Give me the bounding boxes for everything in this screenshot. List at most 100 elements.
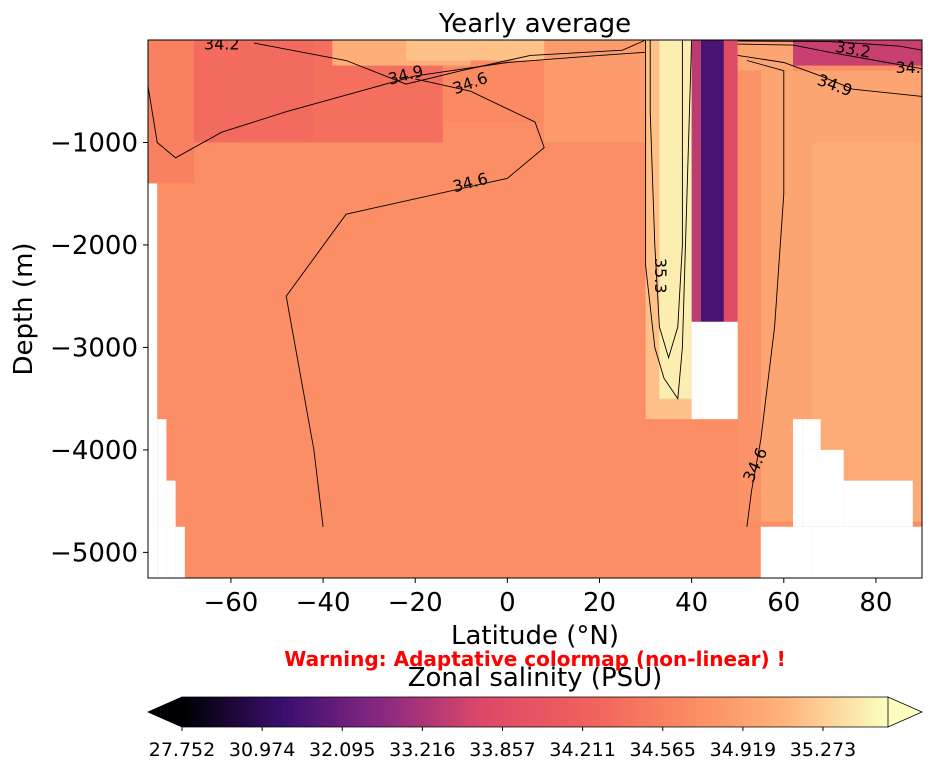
salinity-cell — [659, 40, 692, 399]
plot-frame — [147, 39, 923, 579]
colorbar-cell — [287, 697, 294, 727]
y-tick-label: −2000 — [50, 231, 138, 261]
salinity-cell — [406, 40, 545, 61]
contour-label: 35.3 — [651, 258, 670, 294]
colorbar-cell — [560, 697, 566, 727]
colorbar-cell — [358, 697, 365, 727]
colorbar-cell — [519, 697, 526, 727]
colorbar-cell — [408, 697, 415, 727]
x-axis: −60 −40 −20 0 20 40 60 80 — [203, 578, 892, 618]
colorbar-cell — [297, 697, 304, 727]
contour-line — [285, 78, 545, 527]
colorbar-cell — [378, 697, 385, 727]
colorbar-cell — [837, 697, 844, 727]
masked-cell — [802, 449, 844, 527]
contour-line — [649, 40, 683, 360]
colorbar-cell — [424, 697, 430, 727]
colorbar-cell — [292, 697, 299, 727]
colorbar-cell — [766, 697, 773, 727]
y-axis-label: Depth (m) — [9, 242, 39, 375]
x-tick-label: −60 — [203, 588, 258, 618]
contour-line — [746, 60, 785, 527]
colorbar-cell — [227, 697, 234, 727]
masked-cell — [811, 526, 922, 578]
colorbar-cell — [736, 697, 743, 727]
colorbar-cell — [429, 697, 435, 727]
colorbar-cell — [872, 697, 879, 727]
colorbar-cell — [464, 697, 471, 727]
x-tick-label: 0 — [499, 588, 516, 618]
colorbar-cell — [857, 697, 864, 727]
colorbar-tick-label: 27.752 — [149, 739, 215, 761]
colorbar-cell — [676, 697, 682, 727]
colorbar-cell — [877, 697, 884, 727]
colorbar-cell — [197, 697, 203, 727]
contour-line — [737, 40, 922, 51]
colorbar-cell — [756, 697, 763, 727]
colorbar-cell — [202, 697, 208, 727]
colorbar-tick-label: 30.974 — [229, 739, 295, 761]
colorbar-cell — [262, 697, 269, 727]
colorbar-tick-label: 34.919 — [710, 739, 776, 761]
colorbar-cell — [252, 697, 259, 727]
colorbar-label: Zonal salinity (PSU) — [408, 663, 663, 693]
x-tick-label: −20 — [388, 588, 443, 618]
colorbar-cell — [585, 697, 592, 727]
plot-area: 34.234.9 34.634.635.334.633.234.934. — [148, 37, 922, 578]
colorbar-cell — [393, 697, 400, 727]
colorbar-cell — [782, 697, 788, 727]
colorbar-cell — [645, 697, 652, 727]
colorbar-cell — [368, 697, 375, 727]
colorbar-cell — [479, 697, 486, 727]
colorbar-cell — [217, 697, 223, 727]
colorbar-cell — [187, 697, 193, 727]
colorbar-cell — [610, 697, 617, 727]
salinity-cell — [723, 40, 738, 322]
colorbar-cell — [681, 697, 687, 727]
colorbar-cell — [822, 697, 829, 727]
colorbar-cell — [403, 697, 410, 727]
masked-cell — [802, 419, 821, 450]
colorbar-cell — [545, 697, 551, 727]
colorbar-cell — [787, 697, 793, 727]
colorbar-cell — [247, 697, 254, 727]
colorbar-cell — [398, 697, 405, 727]
colorbar-tick-label: 34.211 — [549, 739, 615, 761]
colorbar-cell — [419, 697, 425, 727]
y-tick-label: −5000 — [50, 538, 138, 568]
contour-line — [253, 40, 646, 85]
masked-cell — [760, 526, 812, 578]
colorbar-cell — [499, 697, 506, 727]
colorbar-cell — [817, 697, 824, 727]
colorbar-cell — [454, 697, 460, 727]
colorbar-cell — [328, 697, 334, 727]
y-tick-label: −3000 — [50, 333, 138, 363]
colorbar-cell — [852, 697, 859, 727]
colorbar-cell — [751, 697, 758, 727]
contour-lines — [148, 40, 922, 527]
colorbar-cell — [812, 697, 818, 727]
colorbar-cell — [494, 697, 501, 727]
colorbar-cell — [701, 697, 708, 727]
colorbar-cell — [656, 697, 662, 727]
contour-label: 33.2 — [834, 37, 872, 62]
colorbar-cell — [388, 697, 395, 727]
colorbar-cell — [620, 697, 627, 727]
colorbar-cell — [802, 697, 808, 727]
colorbar-cell — [772, 697, 778, 727]
colorbar-cell — [650, 697, 657, 727]
colorbar-cell — [605, 697, 612, 727]
colorbar-cell — [661, 697, 667, 727]
colorbar-cell — [277, 697, 284, 727]
colorbar-cell — [535, 697, 541, 727]
chart-title: Yearly average — [438, 9, 631, 39]
colorbar-cell — [242, 697, 249, 727]
colorbar-cell — [847, 697, 854, 727]
masked-cell — [728, 321, 738, 420]
colorbar-cell — [686, 697, 692, 727]
colorbar-cell — [504, 697, 511, 727]
colorbar-cell — [575, 697, 581, 727]
colorbar-cell — [323, 697, 329, 727]
colorbar-cell — [550, 697, 556, 727]
